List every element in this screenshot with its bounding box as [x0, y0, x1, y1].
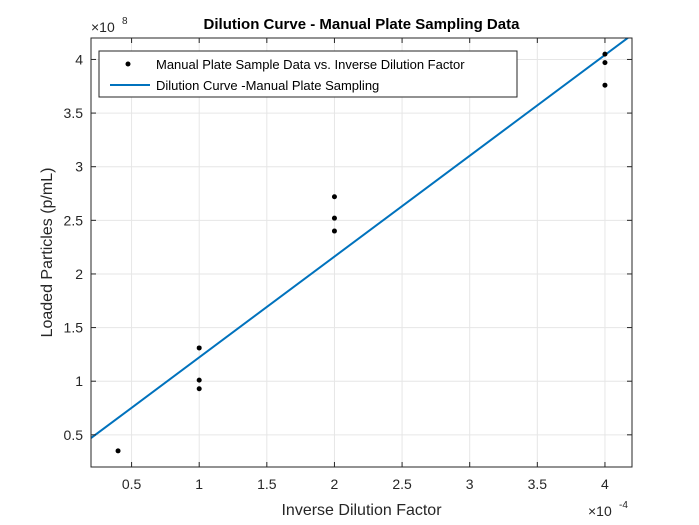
legend-entry-points: Manual Plate Sample Data vs. Inverse Dil… [156, 57, 465, 72]
x-multiplier-base: ×10 [588, 503, 612, 519]
y-tick-label: 4 [75, 51, 83, 67]
chart-title: Dilution Curve - Manual Plate Sampling D… [204, 16, 521, 33]
y-tick-label: 0.5 [64, 427, 84, 443]
x-multiplier-exponent: -4 [619, 500, 628, 511]
axes-background [91, 38, 632, 467]
data-point [331, 215, 337, 221]
y-axis-multiplier: ×10 8 [91, 16, 128, 35]
x-tick-label: 0.5 [122, 476, 142, 492]
y-multiplier-base: ×10 [91, 19, 115, 35]
data-point [196, 386, 202, 392]
data-point [196, 345, 202, 351]
data-point [331, 228, 337, 234]
x-tick-label: 1.5 [257, 476, 277, 492]
y-tick-label: 1 [75, 373, 83, 389]
y-tick-label: 3.5 [64, 105, 84, 121]
data-point [196, 377, 202, 383]
x-tick-label: 3 [466, 476, 474, 492]
data-point [115, 448, 121, 454]
x-axis-label: Inverse Dilution Factor [281, 502, 442, 519]
data-point [602, 82, 608, 88]
x-tick-label: 2.5 [392, 476, 412, 492]
legend-entry-line: Dilution Curve -Manual Plate Sampling [156, 78, 379, 93]
y-tick-label: 3 [75, 159, 83, 175]
y-tick-label: 2 [75, 266, 83, 282]
x-tick-label: 2 [331, 476, 339, 492]
x-tick-label: 4 [601, 476, 609, 492]
x-tick-label: 1 [195, 476, 203, 492]
legend: Manual Plate Sample Data vs. Inverse Dil… [98, 50, 518, 98]
y-tick-label: 1.5 [64, 320, 84, 336]
ticks: 0.5 1 1.5 2 2.5 3 3.5 4 0.5 1 1.5 2 2.5 3 3.5 4 [64, 38, 632, 492]
axes-box [90, 37, 633, 468]
y-axis-label: Loaded Particles (p/mL) [39, 168, 56, 338]
y-multiplier-exponent: 8 [122, 16, 128, 27]
y-tick-label: 2.5 [64, 212, 84, 228]
legend-marker-points [125, 61, 131, 67]
data-point [602, 51, 608, 57]
data-point [331, 194, 337, 200]
grid [91, 38, 632, 467]
series-line-dilution-curve [91, 38, 630, 439]
plot-area [91, 38, 630, 454]
x-axis-multiplier: ×10 -4 [588, 500, 628, 519]
data-point [602, 60, 608, 66]
x-tick-label: 3.5 [528, 476, 548, 492]
legend-box [98, 50, 518, 98]
